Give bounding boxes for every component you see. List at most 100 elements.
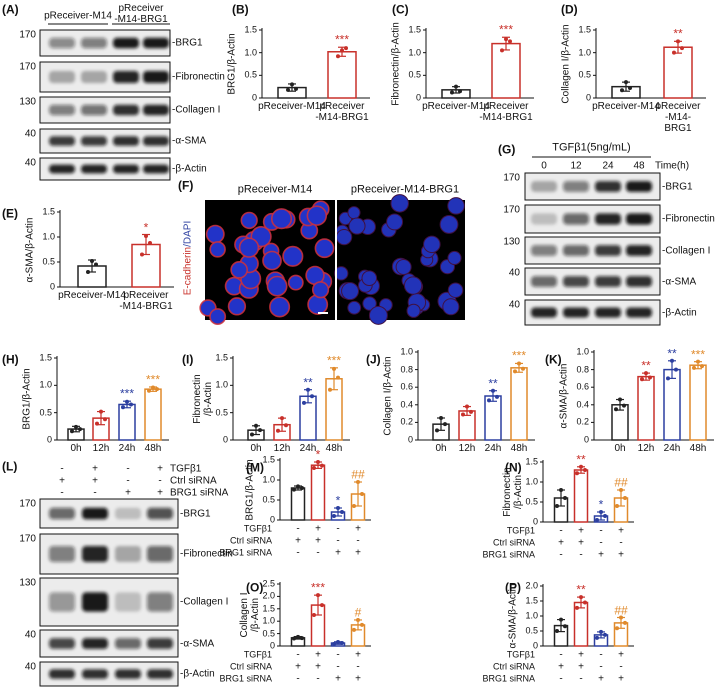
y-axis-label: BRG1/β-Actin (226, 33, 238, 95)
y-tick-label: 1.0 (215, 379, 228, 390)
treatment-sign: + (335, 547, 341, 559)
blot-band (595, 181, 621, 192)
x-tick-label: pReceiver-M14 (592, 101, 660, 112)
data-point (147, 388, 151, 393)
blot-band (147, 507, 173, 520)
blot-band (563, 181, 589, 192)
data-point (628, 86, 632, 91)
data-point (258, 428, 262, 433)
x-tick-label: 12h (458, 443, 476, 454)
y-tick-label: 0 (532, 516, 538, 527)
y-tick-label: 1.5 (262, 603, 275, 614)
data-point (250, 432, 254, 437)
treatment-sign: + (618, 525, 624, 537)
lane-label: 0 (541, 160, 547, 172)
x-tick-label: 24h (118, 443, 136, 454)
y-tick-label: 0.4 (576, 399, 589, 410)
data-point (672, 50, 676, 55)
cell (311, 281, 330, 299)
significance: ## (614, 603, 628, 617)
data-point (623, 496, 627, 500)
cell (306, 205, 328, 226)
cell (395, 258, 412, 276)
treatment-sign: - (158, 475, 162, 487)
cell (447, 197, 465, 215)
data-point (276, 428, 280, 433)
x-tick-label: 0h (435, 443, 447, 454)
y-tick-label: 0.5 (215, 407, 228, 418)
significance: ** (673, 26, 683, 41)
y-tick-label: 2.0 (525, 580, 538, 591)
blot-band (81, 71, 107, 83)
data-point (294, 86, 298, 91)
lane-unit: Time(h) (655, 160, 690, 172)
treatment-sign: + (295, 535, 301, 547)
marker-label: 40 (24, 128, 36, 140)
treatment-sign: - (356, 535, 360, 547)
protein-label: -BRG1 (662, 181, 693, 192)
cell (423, 235, 441, 254)
treatment-label: BRG1 siRNA (170, 487, 229, 499)
x-tick-label: 48h (325, 443, 343, 454)
data-point (151, 385, 155, 390)
data-point (618, 397, 622, 402)
x-tick-label: pReceiver-M14 (258, 101, 326, 112)
data-point (360, 492, 364, 496)
y-tick-label: 0 (222, 434, 228, 445)
y-tick-label: 0.5 (525, 625, 538, 636)
y-tick-label: 1.5 (244, 24, 257, 35)
data-point (575, 605, 579, 610)
data-point (559, 617, 563, 622)
y-axis-label: Fibronectin /β-Actin (192, 374, 214, 424)
x-tick-label: 0h (70, 443, 82, 454)
blot-band (531, 213, 557, 225)
data-point (461, 412, 465, 417)
blot-band (81, 136, 107, 146)
y-tick-label: 0.5 (262, 628, 275, 639)
y-tick-label: 0 (49, 281, 55, 292)
significance: ** (303, 375, 313, 390)
cell (227, 297, 247, 316)
cell (362, 296, 377, 311)
y-tick-label: 0.4 (400, 399, 413, 410)
marker-label: 40 (24, 629, 36, 641)
data-point (86, 270, 90, 274)
data-point (340, 48, 344, 53)
protein-label: -Collagen I (180, 596, 229, 608)
data-point (356, 480, 360, 484)
data-point (316, 593, 320, 598)
y-axis-label: α-SMA/β-Actin (507, 583, 519, 649)
treatment-sign: - (559, 649, 563, 661)
cell (287, 274, 304, 291)
y-tick-label: 0.5 (408, 69, 421, 80)
y-tick-label: 0.5 (262, 494, 275, 505)
data-point (140, 252, 144, 257)
data-point (292, 636, 296, 641)
protein-label: -β-Actin (172, 163, 207, 175)
data-point (599, 510, 603, 514)
data-point (336, 375, 340, 380)
data-point (622, 403, 626, 408)
blot-band (147, 546, 173, 562)
data-point (78, 427, 82, 432)
data-point (648, 375, 652, 380)
cell (348, 217, 366, 235)
significance: *** (334, 32, 350, 47)
data-point (458, 89, 462, 94)
significance: ** (488, 376, 498, 391)
treatment-sign: - (60, 463, 64, 475)
significance: *** (690, 347, 706, 362)
panel-label: (L) (2, 459, 18, 474)
y-tick-label: 0 (532, 640, 538, 651)
data-point (336, 640, 340, 645)
image-title: pReceiver-M14-BRG1 (350, 183, 460, 196)
data-point (352, 627, 356, 632)
significance: * (143, 220, 149, 234)
data-point (312, 613, 316, 617)
blot-band (626, 213, 652, 225)
data-point (676, 39, 680, 44)
x-tick-label: pReceiver -M14-BRG1 (479, 101, 533, 123)
treatment-sign: - (93, 487, 97, 499)
treatment-sign: + (315, 523, 321, 535)
bar (663, 46, 693, 99)
